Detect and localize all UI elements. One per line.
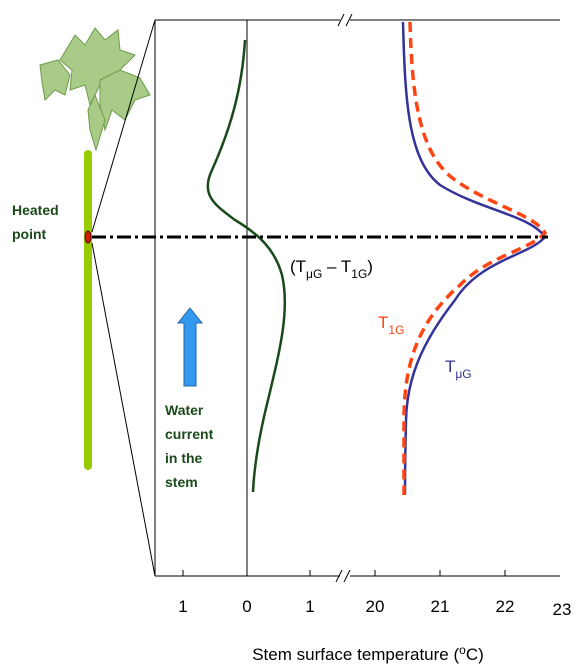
label: in the: [165, 450, 203, 466]
subscript: 1G: [351, 267, 367, 281]
text: T: [378, 313, 388, 332]
label: Water: [165, 402, 204, 418]
tick-label: 22: [496, 597, 515, 616]
difference-label: (TμG – T1G): [290, 257, 373, 281]
zoom-line: [92, 243, 155, 576]
text: Stem surface temperature (: [252, 645, 459, 664]
diagram: Heated point Water current in the stem (…: [0, 0, 577, 666]
text: (T: [290, 257, 306, 276]
label: current: [165, 426, 214, 442]
stem: [84, 150, 92, 470]
subscript: 1G: [388, 323, 404, 337]
label: point: [12, 226, 47, 242]
tick-label: 21: [431, 597, 450, 616]
subscript: μG: [455, 367, 471, 381]
text: – T: [322, 257, 351, 276]
tug-label: TμG: [445, 357, 472, 381]
plant-leaves: [40, 28, 150, 150]
tick-label: 20: [366, 597, 385, 616]
tug-curve: [403, 22, 545, 495]
heated-point-marker: [85, 231, 91, 243]
difference-curve: [208, 40, 285, 492]
text: ): [367, 257, 373, 276]
t1g-label: T1G: [378, 313, 404, 337]
tick-label: 1: [178, 597, 187, 616]
water-arrow: [178, 308, 202, 386]
axis-ticks: 1 0 1 20 21 22 23: [178, 597, 571, 619]
label: Heated: [12, 202, 59, 218]
frame: [155, 14, 560, 582]
tick-label: 0: [242, 597, 251, 616]
tick-label: 1: [305, 597, 314, 616]
subscript: μG: [306, 267, 322, 281]
tick-label: 23: [553, 600, 572, 619]
label: stem: [165, 474, 198, 490]
t1g-curve: [404, 22, 545, 495]
water-current-text: Water current in the stem: [165, 402, 214, 490]
heated-point-text: Heated point: [12, 202, 59, 242]
text: T: [445, 357, 455, 376]
text: C): [466, 645, 484, 664]
axis-title: Stem surface temperature (oC): [252, 643, 484, 664]
